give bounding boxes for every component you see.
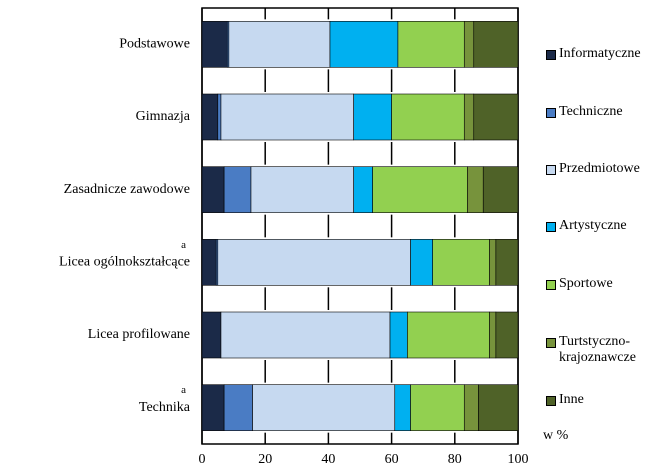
bar-segment (250, 166, 354, 213)
bar-segment (391, 93, 465, 141)
y-tick-label: Licea profilowane (88, 327, 190, 342)
bar-segment (217, 239, 411, 286)
x-tick-label: 60 (385, 452, 399, 467)
legend-swatch (546, 108, 556, 118)
category-note: a (181, 239, 186, 251)
bar-segment (252, 384, 396, 431)
bar-segment (489, 239, 497, 286)
legend-label: Sportowe (559, 276, 613, 291)
legend-label: Turtstyczno-krajoznawcze (559, 334, 636, 365)
bar-segment (495, 239, 519, 286)
legend-swatch (546, 338, 556, 348)
bar-segment (220, 93, 354, 141)
bar-segment (467, 166, 484, 213)
bar-segment (394, 384, 411, 431)
bar-segment (353, 93, 392, 141)
legend-label: Przedmiotowe (559, 161, 640, 176)
legend-item: Artystyczne (546, 218, 668, 234)
y-tick-label: Podstawowe (119, 37, 190, 52)
legend-swatch (546, 165, 556, 175)
bar-segment (473, 93, 519, 141)
bar-segment (482, 166, 519, 213)
y-tick-label: Zasadnicze zawodowe (64, 182, 190, 197)
bar-segment (228, 21, 331, 68)
legend-swatch (546, 280, 556, 290)
category-note: a (181, 384, 186, 396)
legend-swatch (546, 222, 556, 232)
bar-segment (410, 384, 465, 431)
bar-segment (407, 311, 490, 359)
legend-swatch (546, 396, 556, 406)
x-tick-label: 80 (448, 452, 462, 467)
bar-segment (478, 384, 519, 431)
plot-area (201, 7, 519, 445)
bar-segment (201, 166, 225, 213)
bar-segment (201, 384, 225, 431)
legend-label: Informatyczne (559, 46, 641, 61)
bar-segment (473, 21, 519, 68)
bar-segment (495, 311, 519, 359)
legend-label: Artystyczne (559, 218, 627, 233)
x-tick-label: 20 (258, 452, 272, 467)
bar-segment (217, 93, 222, 141)
bar-segment (223, 384, 253, 431)
bar-segment (372, 166, 468, 213)
bar-segment (201, 93, 219, 141)
legend-swatch (546, 50, 556, 60)
bar-segment (220, 311, 391, 359)
bar-segment (410, 239, 433, 286)
legend-item: Techniczne (546, 104, 668, 120)
legend-label: Inne (559, 392, 584, 407)
bar-segment (201, 21, 228, 68)
legend-label: Techniczne (559, 104, 623, 119)
bar-segment (397, 21, 465, 68)
y-tick-label: Licea ogólnokształcące (59, 255, 190, 270)
unit-note: w % (543, 428, 569, 443)
bar-segment (463, 384, 479, 431)
legend-item: Turtstyczno-krajoznawcze (546, 334, 668, 366)
x-tick-label: 100 (508, 452, 529, 467)
bar-segment (223, 166, 252, 213)
bar-segment (201, 239, 217, 286)
bar-segment (463, 93, 475, 141)
bar-segment (463, 21, 475, 68)
y-tick-label: Gimnazja (136, 109, 191, 124)
bar-segment (432, 239, 490, 286)
bar-segment (353, 166, 373, 213)
bar-segment (329, 21, 399, 68)
x-tick-label: 0 (199, 452, 206, 467)
bar-segment (201, 311, 222, 359)
bar-segment (389, 311, 408, 359)
legend-item: Inne (546, 392, 668, 408)
legend-item: Sportowe (546, 276, 668, 292)
x-tick-label: 40 (321, 452, 335, 467)
y-tick-label: Technika (139, 400, 191, 415)
bar-segment (489, 311, 497, 359)
legend-item: Przedmiotowe (546, 161, 668, 177)
legend-item: Informatyczne (546, 46, 668, 62)
